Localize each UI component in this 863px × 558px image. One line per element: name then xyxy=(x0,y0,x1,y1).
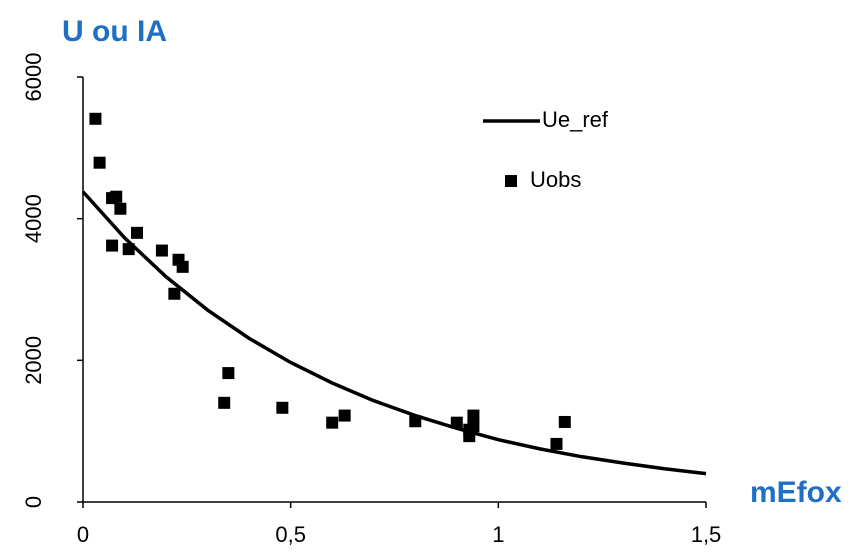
y-tick-label: 2000 xyxy=(21,336,46,385)
point xyxy=(467,409,480,422)
point xyxy=(450,416,463,429)
point xyxy=(130,226,143,239)
point xyxy=(122,243,135,256)
legend-marker xyxy=(505,175,517,187)
x-tick-label: 1 xyxy=(492,522,504,547)
point xyxy=(93,156,106,169)
y-tick-label: 6000 xyxy=(21,53,46,102)
point xyxy=(114,202,127,215)
legend-label: Uobs xyxy=(530,167,581,192)
point xyxy=(550,437,563,450)
legend-label: Ue_ref xyxy=(542,107,609,132)
point xyxy=(338,409,351,422)
point xyxy=(558,415,571,428)
point xyxy=(218,396,231,409)
point xyxy=(89,112,102,125)
point xyxy=(467,420,480,433)
chart-title: U ou IA xyxy=(62,15,167,48)
point xyxy=(463,430,476,443)
line xyxy=(81,190,707,476)
point xyxy=(176,260,189,273)
point xyxy=(168,287,181,300)
point xyxy=(222,367,235,380)
point xyxy=(110,190,123,203)
point xyxy=(155,244,168,257)
point xyxy=(409,415,422,428)
y-tick-label: 0 xyxy=(21,496,46,508)
x-axis-label: mEfox xyxy=(750,476,842,509)
x-tick-label: 0,5 xyxy=(275,522,306,547)
x-tick-label: 0 xyxy=(77,522,89,547)
point xyxy=(106,239,119,252)
x-tick-label: 1,5 xyxy=(691,522,722,547)
y-tick-label: 4000 xyxy=(21,194,46,243)
point xyxy=(276,401,289,414)
point xyxy=(326,416,339,429)
